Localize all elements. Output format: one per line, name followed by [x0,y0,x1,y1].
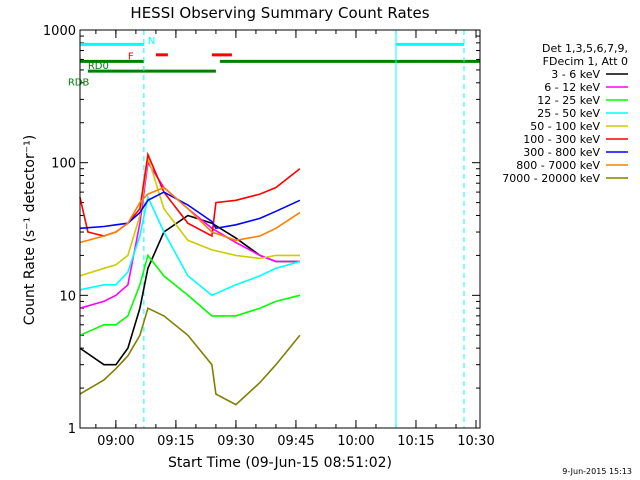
legend: Det 1,3,5,6,7,9,FDecim 1, Att 03 - 6 keV… [502,42,628,185]
y-tick-label: 100 [51,157,76,172]
series-line [79,253,301,337]
series-lines [79,151,301,406]
plot-area: N F RD0 RDB [68,29,481,429]
legend-label: 50 - 100 keV [530,120,600,133]
y-tick-label: 1000 [43,24,76,39]
legend-header: Det 1,3,5,6,7,9, [542,42,628,55]
x-tick-label: 09:45 [277,434,314,449]
legend-label: 7000 - 20000 keV [502,172,600,185]
legend-header: FDecim 1, Att 0 [543,55,628,68]
series-line [79,186,301,244]
vertical-markers [143,30,465,428]
series-line [79,151,301,238]
x-tick-label: 10:00 [337,434,374,449]
y-tick-label: 10 [59,289,76,304]
x-tick-label: 09:15 [157,434,194,449]
legend-label: 300 - 800 keV [523,146,600,159]
series-line [79,307,301,406]
y-axis-label: Count Rate (s⁻¹ detector⁻¹) [22,135,38,325]
plot-frame [79,29,481,429]
annotation-label: N [148,36,155,47]
x-tick-label: 10:15 [397,434,434,449]
x-tick-label: 09:00 [97,434,134,449]
x-tick-label: 09:30 [217,434,254,449]
legend-label: 800 - 7000 keV [516,159,600,172]
legend-label: 12 - 25 keV [537,94,600,107]
axis-ticks [80,29,480,429]
annotation-label: RDB [68,78,90,89]
y-tick-labels: 1 10 100 1000 [43,24,76,437]
series-line [79,160,300,309]
series-line [79,194,301,297]
x-axis-label: Start Time (09-Jun-15 08:51:02) [168,455,392,471]
annotations: N F RD0 RDB [68,36,156,89]
chart-title: HESSI Observing Summary Count Rates [130,4,429,22]
series-line [79,214,300,366]
legend-label: 3 - 6 keV [551,68,600,81]
legend-label: 25 - 50 keV [537,107,600,120]
annotation-label: F [128,52,134,63]
footer-timestamp: 9-Jun-2015 15:13 [562,467,632,476]
x-tick-label: 10:30 [457,434,494,449]
annotation-label: RD0 [88,61,109,72]
legend-label: 100 - 300 keV [523,133,600,146]
status-bars [79,42,480,73]
y-tick-label: 1 [68,422,76,437]
x-tick-labels: 09:00 09:15 09:30 09:45 10:00 10:15 10:30 [97,434,495,449]
legend-label: 6 - 12 keV [544,81,600,94]
series-line [79,156,300,277]
